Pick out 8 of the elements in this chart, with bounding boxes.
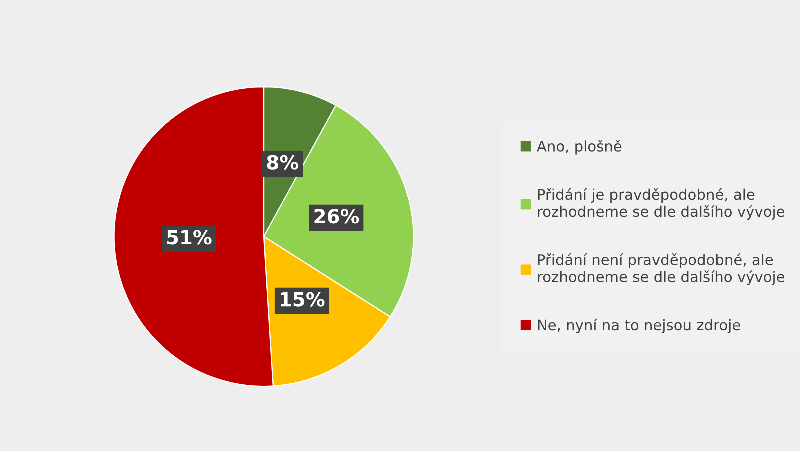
legend-label: Přidání je pravděpodobné, ale rozhodneme se dle dalšího vývoje [538,188,784,220]
data-label: 26% [314,209,360,224]
data-label: 8% [267,155,299,170]
legend-label: Ano, plošně [537,140,622,155]
data-label: 51% [167,230,212,245]
legend-label: Ne, nyní na to nejsou zdroje [538,318,740,334]
data-label: 15% [281,292,325,307]
legend-label: Přidání není pravděpodobné, ale rozhodneme se dle dalšího vývoje [538,254,784,286]
